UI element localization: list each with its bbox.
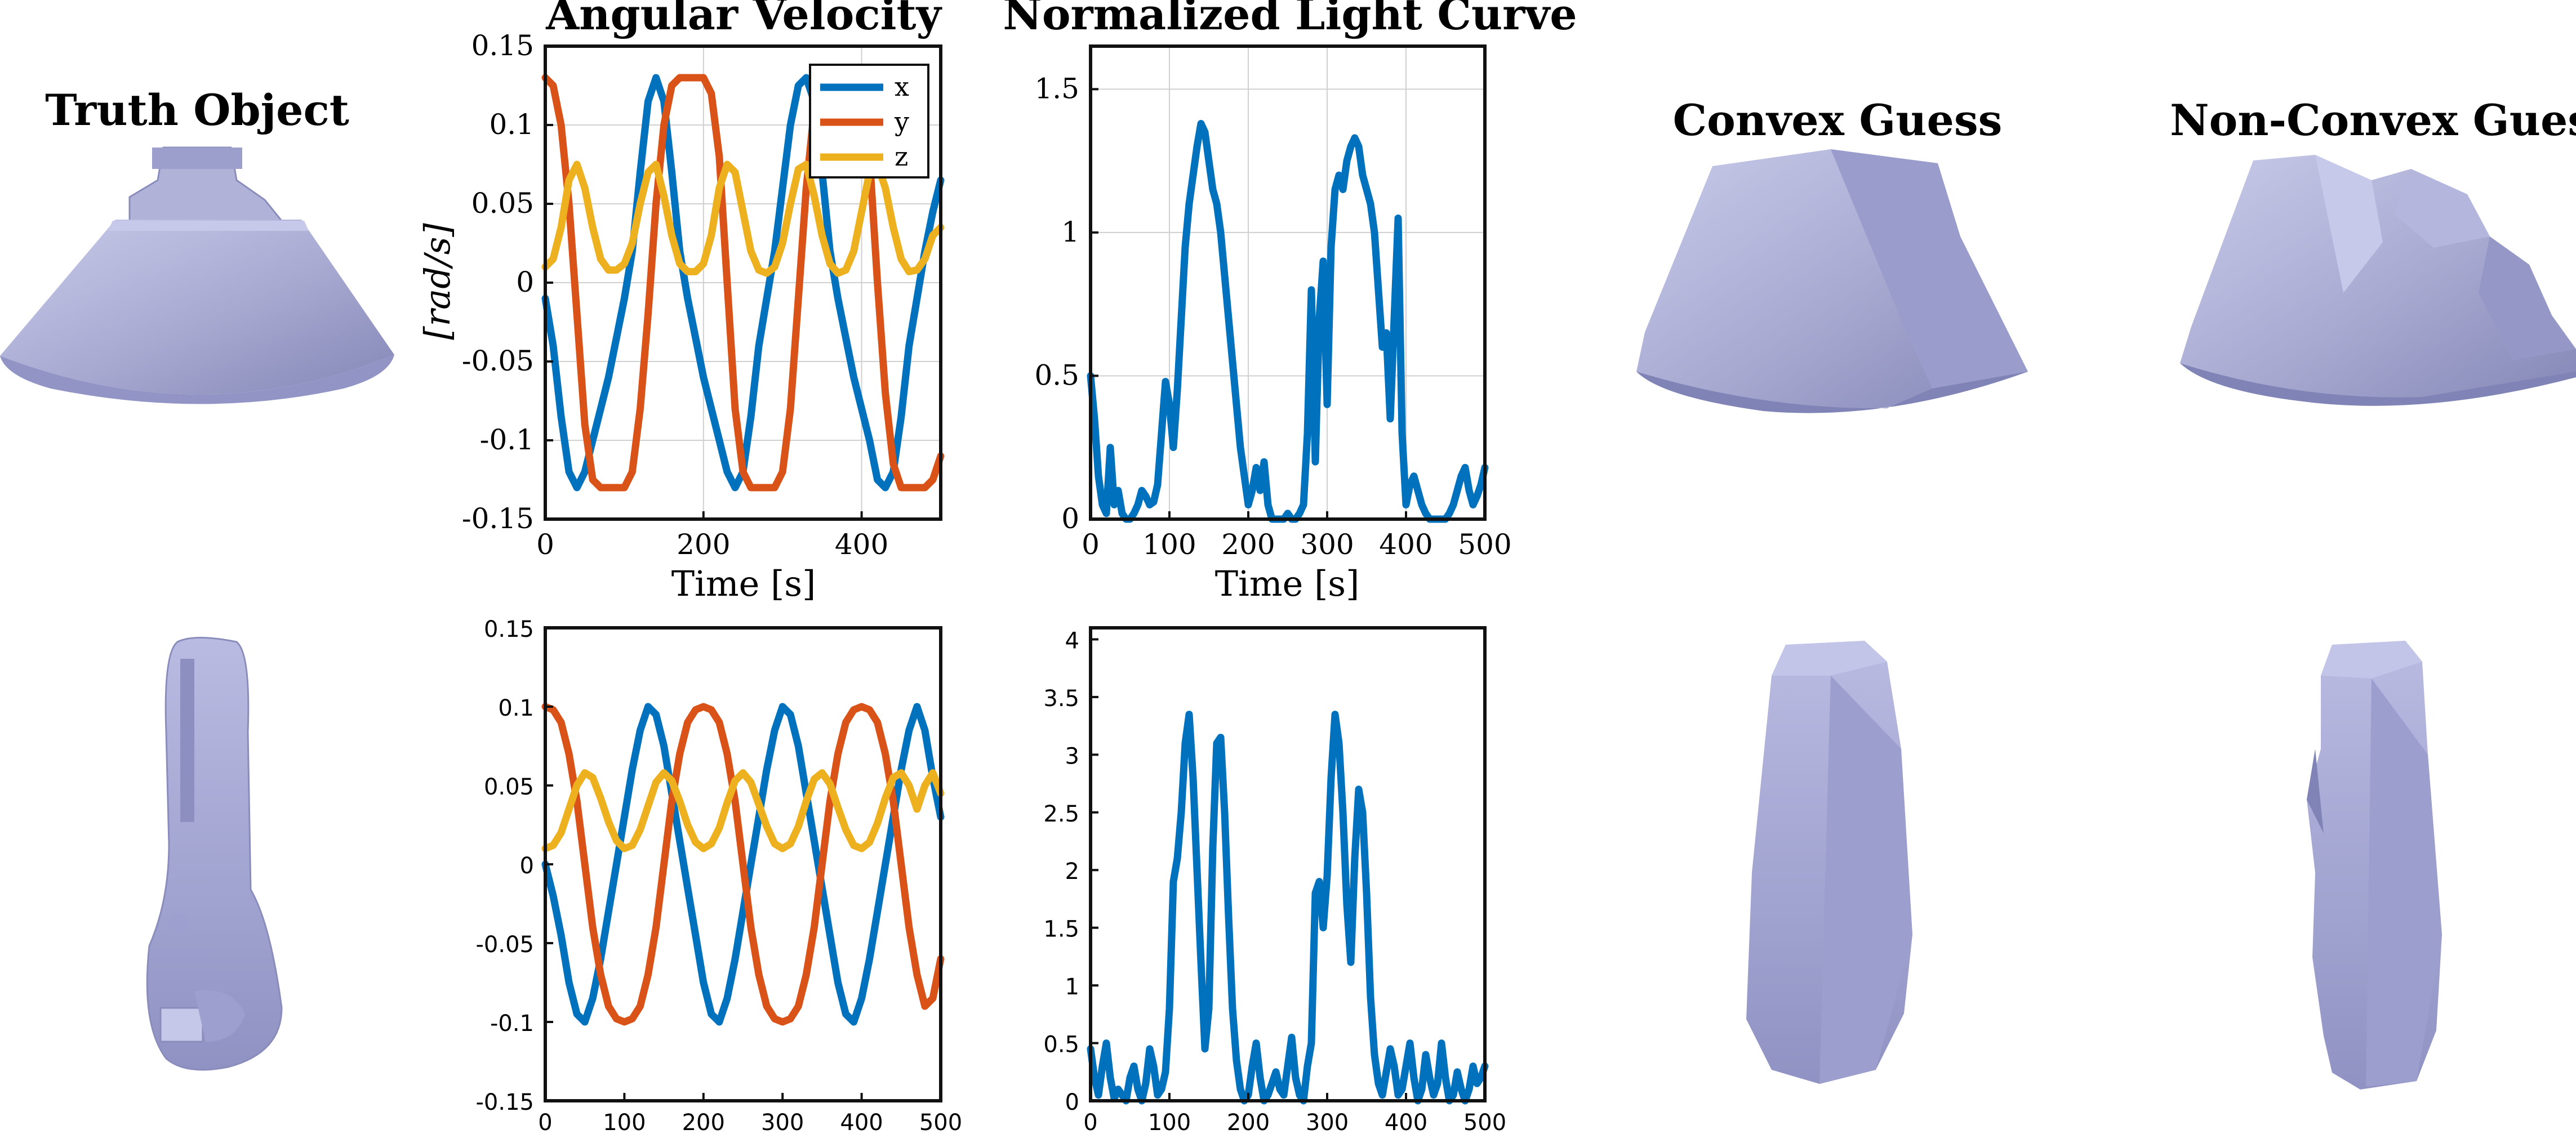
series-line-light-curve [1087, 711, 1489, 1105]
y-tick-label: 4 [1065, 628, 1079, 654]
x-tick-label: 400 [840, 1110, 883, 1134]
legend-label-z: z [895, 141, 908, 172]
x-axis-label-av-top: Time [s] [671, 563, 816, 604]
light-curve-chart-bottom: 0 100 200 300 400 500 4 3.5 3 2.5 2 1.5 1 0.5 0 [1043, 626, 1506, 1134]
non-convex-guess-bottom-render [2307, 641, 2442, 1090]
title-angular-velocity: Angular Velocity [545, 0, 942, 39]
x-tick-label: 400 [1385, 1110, 1427, 1134]
x-tick-label: 0 [1083, 1110, 1097, 1134]
x-tick-label: 200 [677, 528, 730, 561]
y-tick-label: 3 [1065, 743, 1079, 769]
series-line-y [541, 703, 945, 1026]
x-tick-label: 300 [761, 1110, 804, 1134]
series-line-light-curve [1087, 120, 1489, 523]
y-tick-label: 0.5 [1043, 1032, 1079, 1058]
y-tick-label: 0 [1061, 502, 1079, 535]
y-tick-label: 0.15 [471, 29, 534, 62]
x-tick-label: 400 [835, 528, 888, 561]
y-tick-label: -0.05 [476, 932, 535, 958]
x-tick-label: 500 [1458, 528, 1511, 561]
y-tick-label: -0.15 [462, 502, 534, 535]
series-line-x [541, 703, 945, 1026]
x-tick-label: 400 [1379, 528, 1432, 561]
non-convex-guess-top-render [2180, 155, 2576, 406]
y-tick-label: 0 [1065, 1090, 1079, 1115]
legend-label-y: y [894, 106, 909, 137]
title-truth-object: Truth Object [45, 85, 349, 135]
x-tick-label: 100 [1148, 1110, 1191, 1134]
x-axis-label-lc-top: Time [s] [1215, 563, 1360, 604]
y-tick-label: 0.15 [484, 617, 534, 642]
x-tick-label: 0 [536, 528, 554, 561]
truth-capsule-render [0, 146, 394, 404]
x-tick-label: 0 [1082, 528, 1100, 561]
axes-frame [1089, 626, 1487, 1102]
x-tick-label: 500 [919, 1110, 962, 1134]
light-curve-chart-top: 0 100 200 300 400 500 1.5 1 0.5 0 [1034, 44, 1512, 561]
y-tick-label: 0 [516, 266, 534, 298]
truth-tool-render [146, 637, 283, 1071]
y-tick-label: -0.05 [462, 345, 534, 377]
y-tick-label: 0.05 [471, 187, 534, 220]
y-tick-label: 1.5 [1034, 72, 1079, 105]
y-tick-label: 1.5 [1043, 917, 1079, 943]
y-axis-label-av-top: [rad/s] [417, 223, 458, 340]
x-tick-label: 500 [1463, 1110, 1506, 1134]
x-tick-label: 0 [538, 1110, 552, 1134]
y-tick-label: -0.15 [476, 1090, 535, 1115]
series-line-z [541, 769, 945, 852]
y-tick-label: 2 [1065, 859, 1079, 885]
y-tick-label: 1 [1061, 216, 1079, 248]
x-tick-label: 300 [1300, 528, 1354, 561]
title-convex-guess: Convex Guess [1673, 95, 2003, 145]
legend: xyz [809, 64, 929, 178]
x-tick-label: 200 [682, 1110, 725, 1134]
y-tick-label: 0.1 [498, 695, 534, 721]
y-tick-label: 0.1 [489, 108, 534, 141]
y-tick-label: 3.5 [1043, 686, 1079, 712]
y-tick-label: -0.1 [490, 1011, 534, 1037]
angular-velocity-chart-bottom: 0 100 200 300 400 500 0.15 0.1 0.05 0 -0.05 -0.1 -0.… [476, 617, 963, 1134]
legend-label-x: x [895, 72, 909, 102]
plot-area [1091, 46, 1485, 519]
angular-velocity-chart-top: 0 200 400 0.15 0.1 0.05 0 -0.05 -0.1 -0.15 xyz [462, 29, 945, 561]
x-tick-label: 100 [1142, 528, 1196, 561]
x-tick-label: 300 [1306, 1110, 1349, 1134]
x-tick-label: 200 [1227, 1110, 1270, 1134]
x-tick-label: 200 [1221, 528, 1275, 561]
convex-guess-top-render [1636, 149, 2028, 413]
series-line-y [541, 74, 945, 492]
plot-area [1091, 628, 1485, 1101]
x-tick-label: 100 [603, 1110, 646, 1134]
y-tick-label: 0 [520, 853, 534, 879]
convex-guess-bottom-render [1746, 641, 1912, 1084]
y-tick-label: 0.05 [484, 774, 534, 800]
title-light-curve: Normalized Light Curve [1003, 0, 1577, 39]
title-non-convex-guess: Non-Convex Guess [2170, 95, 2576, 145]
y-tick-label: 0.5 [1034, 359, 1079, 391]
axes-frame [1089, 44, 1487, 521]
y-tick-label: -0.1 [480, 423, 534, 456]
y-tick-label: 1 [1065, 974, 1079, 1000]
y-tick-label: 2.5 [1043, 801, 1079, 827]
